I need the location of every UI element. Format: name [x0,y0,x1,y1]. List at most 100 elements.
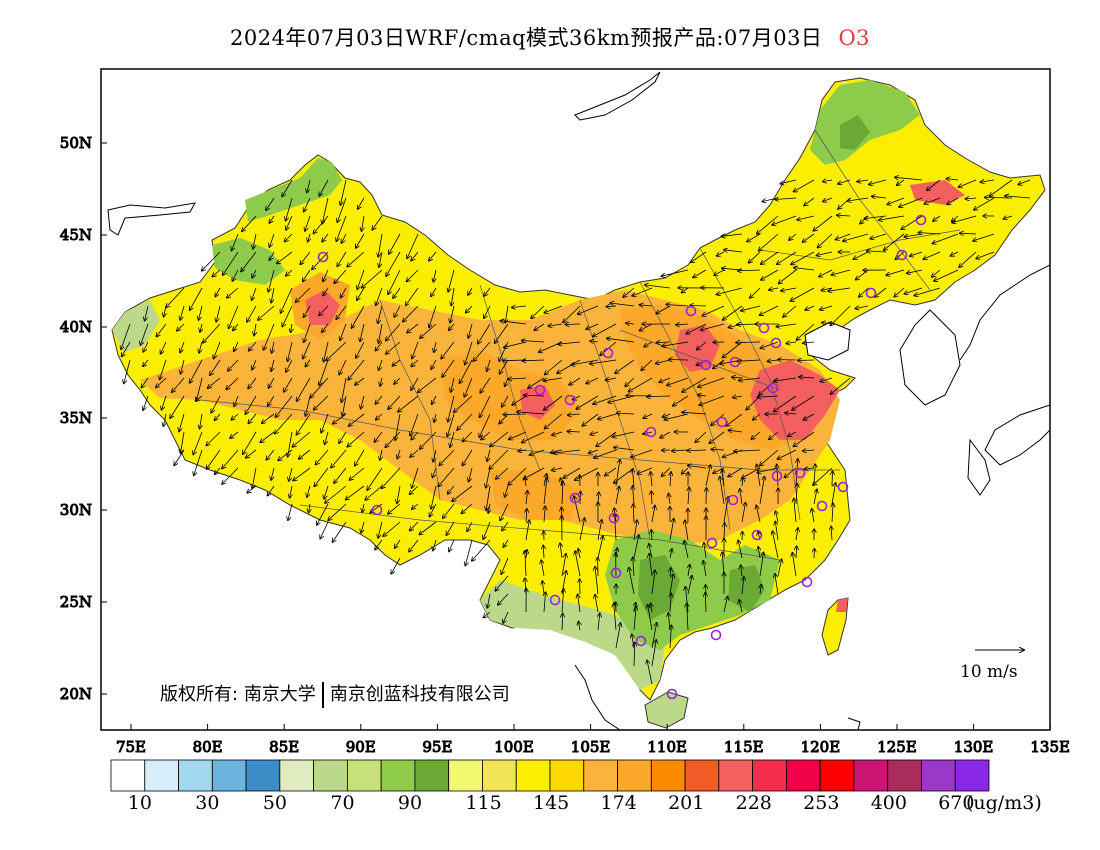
wind-arrow [322,233,329,242]
wind-arrow [836,233,851,240]
colorbar-tick-label: 115 [465,792,502,814]
city-marker [549,594,561,606]
wind-arrow [831,483,836,505]
wind-arrow [799,377,815,378]
wind-arrow [394,305,401,317]
map-title: 2024年07月03日WRF/cmaq模式36km预报产品:07月03日 O3 [0,22,1100,52]
wind-arrow [740,489,742,505]
wind-arrow [796,528,798,541]
wind-arrow [776,511,779,523]
japan-coastline [984,404,1050,466]
wind-arrow [615,514,616,541]
wind-arrow [563,467,581,478]
wind-arrow [594,449,617,458]
wind-arrow [473,341,491,361]
wind-arrow [271,467,275,480]
wind-arrow [316,449,329,465]
wind-arrow [429,305,437,327]
wind-arrow [292,431,311,447]
wind-arrow [781,287,797,291]
wind-arrow [386,323,401,341]
wind-arrow [545,413,563,429]
wind-arrow [769,431,779,439]
northeast-green-zone [810,80,920,165]
wind-arrow [319,305,329,315]
wind-arrow [651,506,655,523]
wind-arrow [901,215,923,229]
wind-arrow [305,359,311,367]
wind-arrow [595,595,599,613]
wind-arrow [973,233,995,241]
wind-arrow [454,395,473,412]
copyright-org-1: 南京大学 [243,684,316,705]
wind-arrow [705,465,710,487]
wind-arrow [531,305,545,318]
wind-arrow [775,198,797,200]
wind-arrow [855,306,869,309]
wind-arrow [179,413,185,432]
wind-arrow [728,430,743,432]
wind-arrow [500,503,509,520]
wind-arrow [960,233,977,234]
x-tick-label: 135E [1030,738,1070,756]
wind-arrow [760,585,761,595]
wind-arrow [632,469,634,487]
wind-arrow [820,305,833,310]
wind-arrow [324,485,329,499]
wind-arrow [958,179,977,187]
wind-arrow [1005,196,1031,198]
wind-arrow [321,413,329,433]
wind-arrow [723,497,728,523]
wind-arrow [392,359,401,366]
wind-arrow [617,413,635,414]
wind-arrow [526,509,527,523]
wind-arrow [304,305,311,317]
wind-arrow [651,472,653,487]
wind-arrow [337,251,347,266]
wind-arrow [488,503,490,513]
wind-arrow [337,197,347,222]
wind-arrow [382,467,401,488]
wind-arrow [266,197,275,210]
wind-arrow [633,486,634,505]
wind-arrow [242,215,257,231]
wind-arrow [817,251,833,256]
wind-arrow [612,431,635,437]
wind-arrow [432,467,437,478]
wind-arrow [331,449,347,468]
wind-arrow [753,413,761,420]
wind-arrow [487,593,490,608]
wind-arrow [544,506,545,523]
wind-arrow [669,360,689,361]
wind-arrow [362,503,364,512]
wind-arrow [792,395,815,410]
wind-arrow [830,305,851,325]
wind-arrow [420,431,437,449]
wind-arrow [268,377,275,388]
wind-arrow [709,431,725,443]
wind-arrow [286,215,293,230]
wind-arrow [838,179,851,184]
wind-arrow [410,449,419,457]
wind-arrow [246,449,257,458]
wind-arrow [691,251,707,262]
wind-arrow [615,460,620,487]
wind-arrow [640,305,653,306]
wind-arrow [379,323,383,343]
wind-arrow [662,341,689,346]
wind-arrow [606,306,617,307]
colorbar-tick-label: 201 [668,792,705,814]
wind-arrow [823,197,833,202]
wind-arrow [319,359,329,385]
axis-ticks: 75E 80E 85E 90E 95E 100E 105E 110E 115E 120E 125E 1… [59,134,1070,757]
wind-arrow [450,305,455,323]
wind-arrow [590,341,599,342]
wind-arrow [342,395,347,416]
wind-arrow [780,179,797,184]
wind-arrow [647,660,653,685]
wind-arrow [293,467,311,481]
wind-arrow [565,324,581,325]
wind-arrow [777,465,778,487]
wind-arrow [673,395,689,406]
wind-arrow [247,305,257,322]
